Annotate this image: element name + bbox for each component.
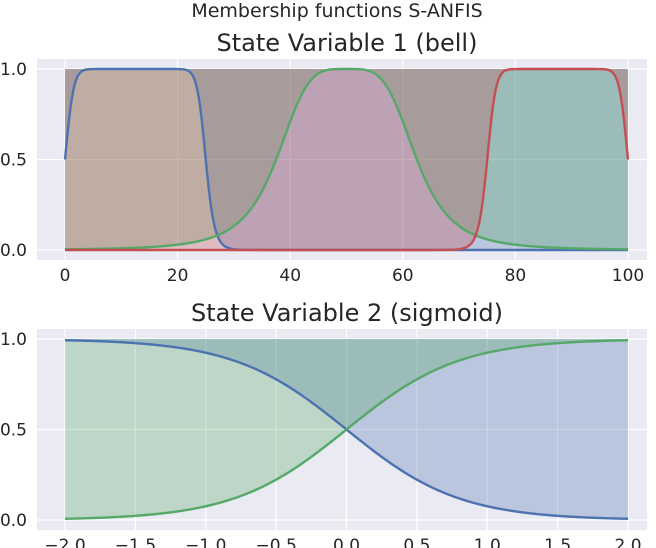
x-tick-label: −2.0 [44, 536, 85, 548]
x-tick-label: −1.5 [115, 536, 156, 548]
x-tick-label: −1.0 [185, 536, 226, 548]
yticks-bell: 0.0 0.5 1.0 [0, 60, 27, 261]
yticks-sigmoid: 0.0 0.5 1.0 [0, 330, 27, 531]
series-fill-red [65, 69, 628, 250]
x-tick-label: 80 [505, 266, 527, 286]
y-tick-label: 0.5 [0, 421, 27, 441]
x-tick-label: 1.0 [474, 536, 501, 548]
series-line-red [65, 67, 630, 252]
series-line-green [64, 67, 629, 251]
x-tick-label: 0.0 [333, 536, 360, 548]
xticks-sigmoid: −2.0 −1.5 −1.0 −0.5 0.0 0.5 1.0 1.5 2.0 [44, 536, 641, 548]
series-fill-blue [65, 69, 628, 250]
chart-title-sigmoid: State Variable 2 (sigmoid) [191, 299, 503, 327]
x-tick-label: 60 [392, 266, 414, 286]
chart-bell: 0 20 40 60 80 100 0.0 0.5 1.0 State Variable 1 … [0, 29, 647, 286]
y-tick-label: 0.0 [0, 241, 27, 261]
figure-suptitle: Membership functions S-ANFIS [191, 0, 482, 22]
grid-sigmoid [37, 329, 647, 530]
x-tick-label: 100 [612, 266, 644, 286]
y-tick-label: 0.0 [0, 511, 27, 531]
lines-sigmoid [64, 339, 629, 520]
y-tick-label: 1.0 [0, 330, 27, 350]
x-tick-label: 20 [167, 266, 189, 286]
x-tick-label: 2.0 [614, 536, 641, 548]
chart-sigmoid: −2.0 −1.5 −1.0 −0.5 0.0 0.5 1.0 1.5 2.0 0.0 0.5 1.… [0, 299, 647, 548]
xticks-bell: 0 20 40 60 80 100 [60, 266, 645, 286]
fills-bell [65, 69, 628, 250]
x-tick-label: 0.5 [403, 536, 430, 548]
x-tick-label: 40 [279, 266, 301, 286]
lines-bell [63, 67, 630, 252]
x-tick-label: 0 [60, 266, 71, 286]
x-tick-label: 1.5 [544, 536, 571, 548]
chart-title-bell: State Variable 1 (bell) [217, 29, 478, 57]
series-fill-green [65, 69, 628, 250]
series-line-green [64, 339, 629, 520]
y-tick-label: 1.0 [0, 60, 27, 80]
x-tick-label: −0.5 [255, 536, 296, 548]
y-tick-label: 0.5 [0, 151, 27, 171]
